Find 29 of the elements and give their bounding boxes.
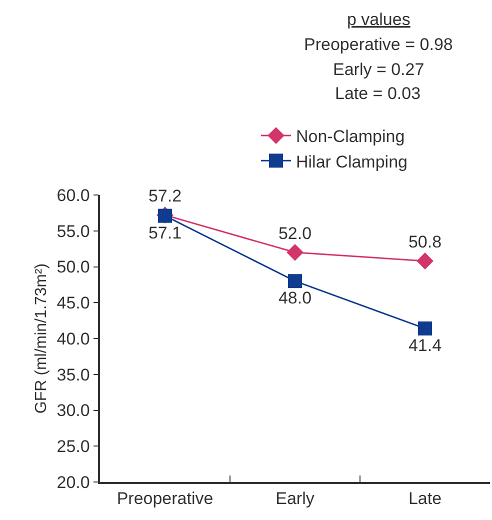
x-tick-label: Early <box>276 489 315 508</box>
y-tick-label: 40.0 <box>56 329 90 348</box>
text: Preoperative = 0.98 <box>304 35 453 54</box>
y-tick-label: 60.0 <box>56 186 90 205</box>
y-tick-label: 30.0 <box>56 401 90 420</box>
y-tick-label: 35.0 <box>56 365 90 384</box>
data-label: 52.0 <box>278 224 312 244</box>
point <box>288 274 302 288</box>
y-tick-label: 50.0 <box>56 258 90 277</box>
y-tick-label: 45.0 <box>56 294 90 313</box>
y-tick-label: 20.0 <box>56 472 90 492</box>
x-tick-label: Preoperative <box>116 489 214 508</box>
data-label: 41.4 <box>408 336 442 355</box>
y-tick-label: 25.0 <box>56 437 90 456</box>
y-axis-title: GFR (ml/min/1.73m²) <box>33 263 50 414</box>
point <box>416 252 434 270</box>
y-tick-label: 55.0 <box>56 222 90 241</box>
legend-label: Non-Clamping <box>296 127 405 146</box>
data-label: 57.2 <box>148 186 182 206</box>
text: p values <box>347 10 410 29</box>
data-label: 57.1 <box>148 223 182 242</box>
data-label: 50.8 <box>408 232 442 252</box>
text: Early = 0.27 <box>333 60 424 79</box>
data-label: 48.0 <box>278 288 312 308</box>
legend-label: Hilar Clamping <box>296 152 408 172</box>
point <box>286 244 304 261</box>
x-tick-label: Late <box>408 489 442 508</box>
point <box>418 321 432 336</box>
text: Late = 0.03 <box>335 84 421 103</box>
